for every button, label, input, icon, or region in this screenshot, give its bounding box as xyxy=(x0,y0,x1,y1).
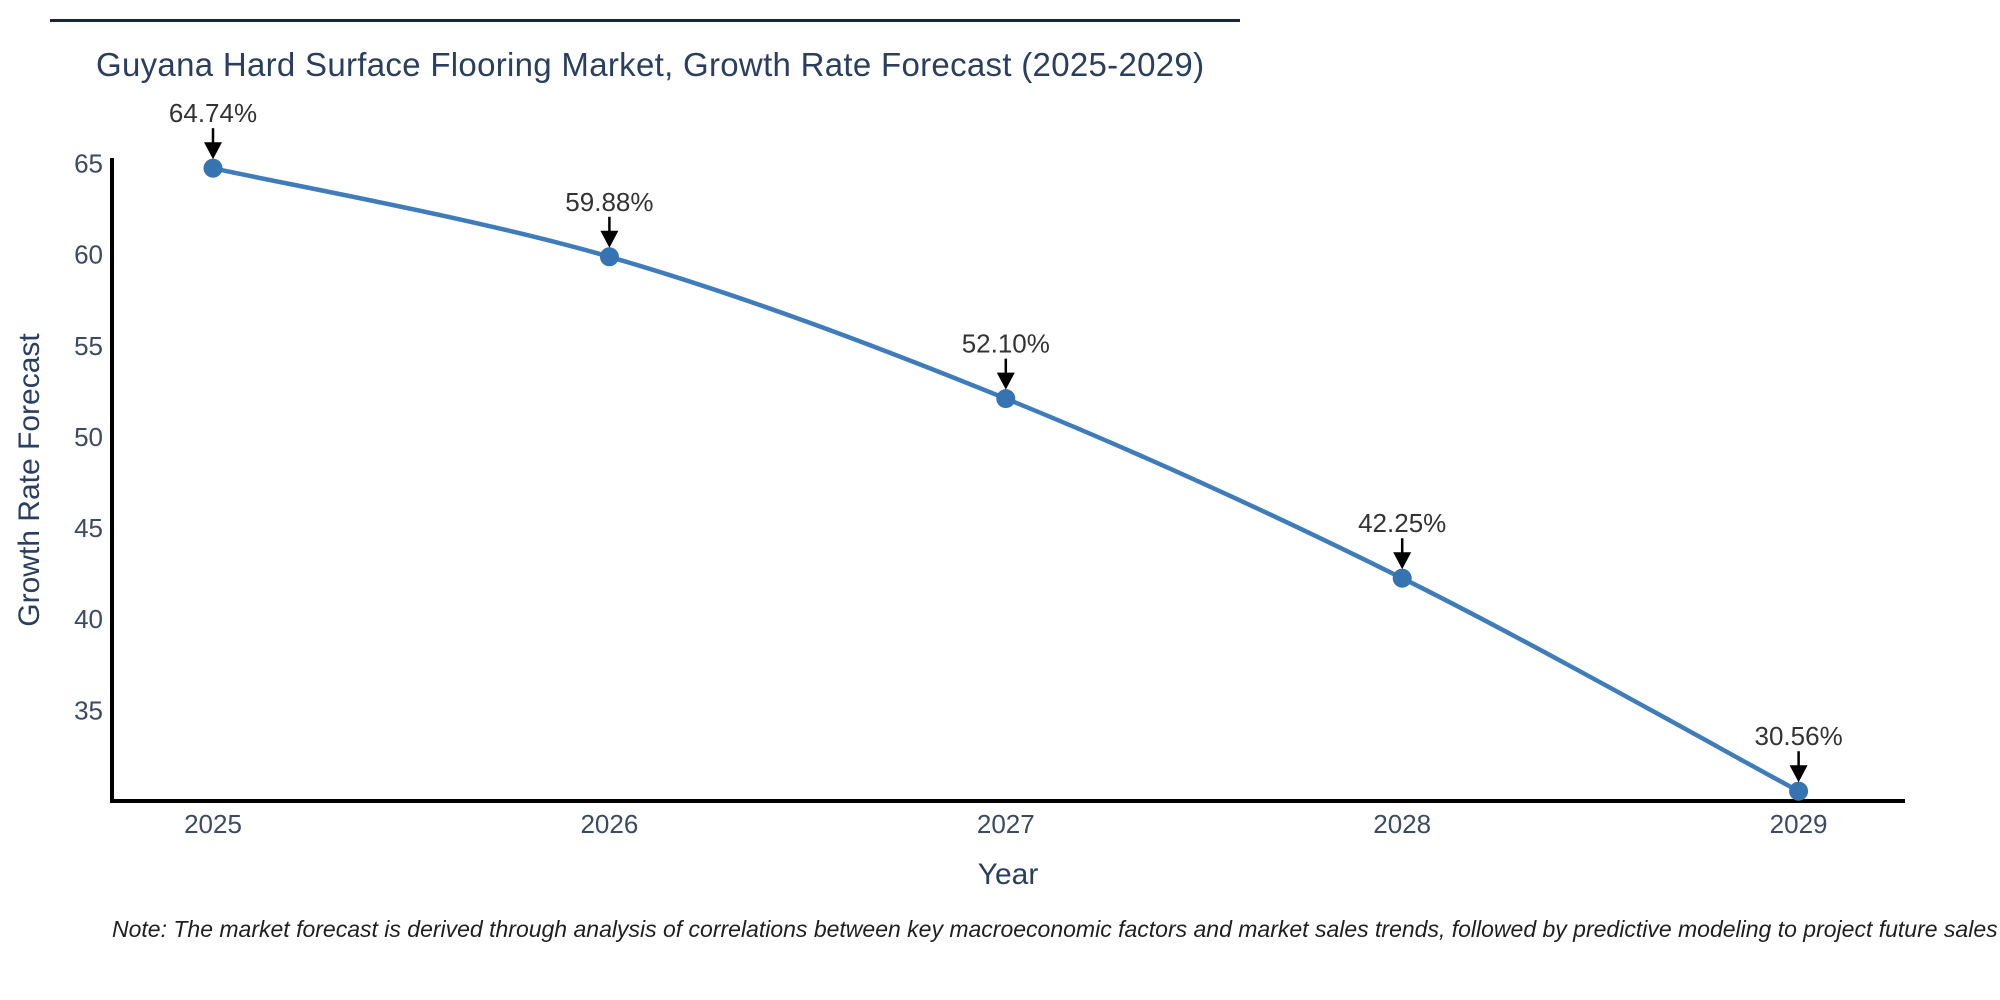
point-annotation-label: 52.10% xyxy=(962,329,1050,359)
x-tick-label: 2028 xyxy=(1373,809,1431,839)
x-tick-label: 2026 xyxy=(580,809,638,839)
series-line xyxy=(210,165,1801,794)
annotation-arrowhead xyxy=(1789,765,1808,783)
y-tick-label: 35 xyxy=(74,695,103,725)
point-annotation-label: 64.74% xyxy=(169,98,257,128)
y-tick-label: 55 xyxy=(74,331,103,361)
data-point-marker xyxy=(599,247,619,267)
annotation-arrowhead xyxy=(996,372,1015,390)
y-tick-label: 45 xyxy=(74,513,103,543)
x-tick-label: 2027 xyxy=(977,809,1035,839)
top-border-rule xyxy=(50,19,1240,22)
chart-footnote: Note: The market forecast is derived thr… xyxy=(112,916,1998,942)
data-point-marker xyxy=(1789,781,1809,801)
chart-title: Guyana Hard Surface Flooring Market, Gro… xyxy=(96,46,1205,83)
data-point-marker xyxy=(1392,568,1412,588)
y-tick-label: 60 xyxy=(74,240,103,270)
point-annotation-label: 42.25% xyxy=(1358,508,1446,538)
y-tick-label: 65 xyxy=(74,149,103,179)
data-point-marker xyxy=(996,389,1016,409)
x-tick-label: 2029 xyxy=(1770,809,1828,839)
y-tick-label: 50 xyxy=(74,422,103,452)
y-axis-title: Growth Rate Forecast xyxy=(13,333,46,627)
y-tick-label: 40 xyxy=(74,604,103,634)
annotation-arrowhead xyxy=(1393,552,1412,570)
point-annotation-label: 59.88% xyxy=(565,187,653,217)
data-point-marker xyxy=(203,158,223,178)
point-annotation-label: 30.56% xyxy=(1755,721,1843,751)
x-tick-label: 2025 xyxy=(184,809,242,839)
annotation-arrowhead xyxy=(600,230,619,248)
annotation-arrowhead xyxy=(204,142,222,160)
x-axis-title: Year xyxy=(977,858,1039,891)
